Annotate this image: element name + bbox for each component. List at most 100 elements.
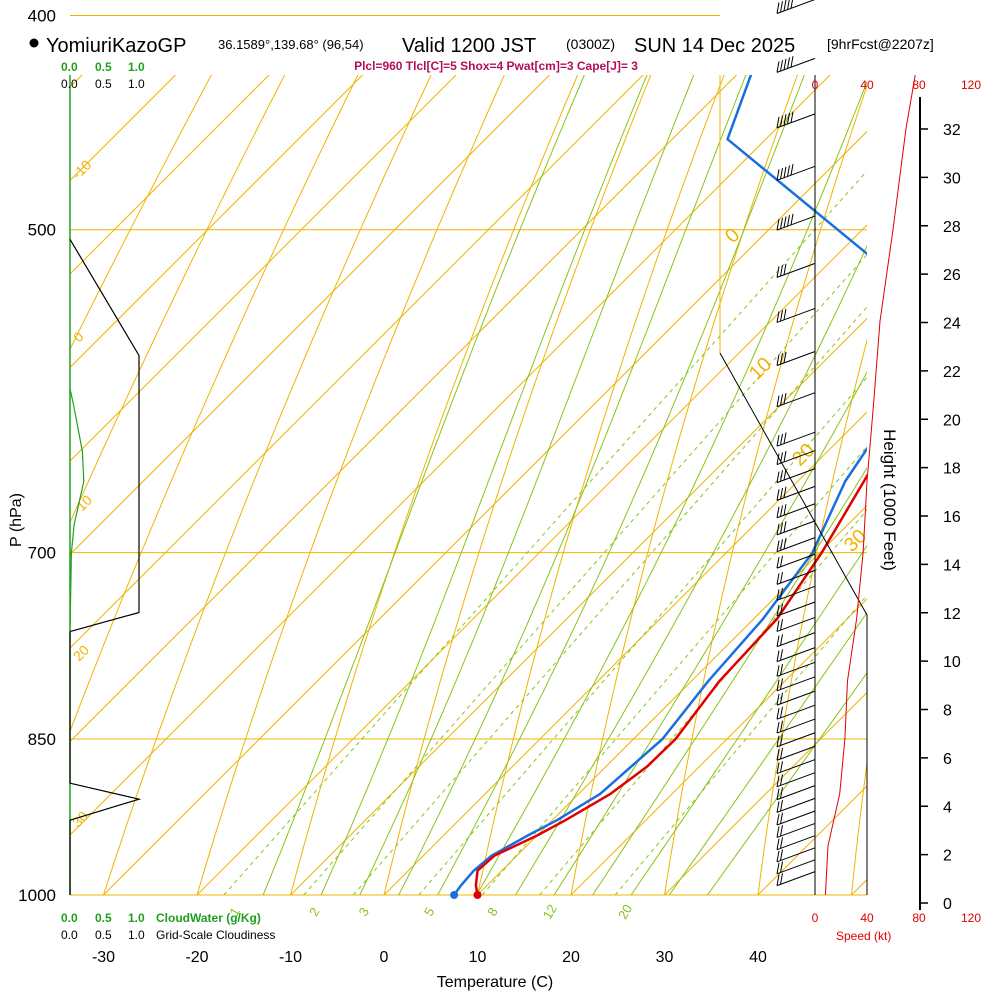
wind-barb-staff <box>776 165 816 181</box>
height-tick-label: 8 <box>943 703 952 720</box>
x-axis-title: Temperature (C) <box>437 974 553 991</box>
isotherm-line <box>290 317 867 895</box>
wind-barb-staff <box>776 759 816 775</box>
wind-barb-staff <box>776 113 816 129</box>
wind-barb-flag <box>783 432 787 444</box>
wind-barb-flag <box>780 837 783 849</box>
wind-barb-flag <box>780 825 783 837</box>
dry-adiabat-line <box>663 84 867 895</box>
wind-barb-flag <box>780 433 783 445</box>
isotherm-line <box>70 75 270 275</box>
wind-barb-flag <box>776 604 780 617</box>
barb-panel-outline <box>719 352 868 895</box>
speed-bottom-tick-1: 40 <box>860 911 874 925</box>
mixing-ratio-label: 12 <box>540 902 560 922</box>
height-tick-label: 22 <box>943 364 961 381</box>
wind-barb-flag <box>787 0 790 10</box>
speed-bottom-tick-0: 0 <box>812 911 819 925</box>
wind-barb-flag <box>783 0 787 11</box>
wind-barb-staff <box>776 0 816 14</box>
isotherm-line <box>851 878 867 895</box>
height-tick-label: 28 <box>943 219 961 236</box>
speed-axis-label: Speed (kt) <box>836 929 891 943</box>
cloudwater-axis-label: CloudWater (g/Kg) <box>156 911 261 925</box>
height-tick-label: 2 <box>943 848 952 865</box>
wind-barb-flag <box>790 0 794 9</box>
wind-barb-flag <box>776 788 780 800</box>
wind-barb-flag <box>780 539 783 551</box>
wind-barb-flag <box>776 471 780 483</box>
wind-barb-flag <box>776 826 780 838</box>
valid-date: SUN 14 Dec 2025 <box>634 35 795 57</box>
cloudiness-profile <box>69 238 142 895</box>
temperature-tick-label: 0 <box>380 949 389 966</box>
cloud-water-profile <box>69 388 85 632</box>
dry-adiabat-labels: -1001020300102030 <box>69 156 871 830</box>
dry-adiabat-label: 0 <box>70 328 87 345</box>
y-axis-title: P (hPa) <box>8 493 25 547</box>
wind-barb-staff <box>776 468 816 484</box>
height-tick-label: 32 <box>943 122 961 139</box>
surface-markers <box>450 891 482 899</box>
wind-barb-flag <box>783 216 787 228</box>
wind-barb-staff <box>776 704 816 720</box>
wind-barb-staff <box>776 632 816 648</box>
mixing-ratio-line <box>481 445 867 895</box>
pressure-axis-ticks: 2503004005007008501000 <box>18 7 56 905</box>
dry-adiabat-line <box>70 75 359 733</box>
speed-top-tick-3: 120 <box>961 78 981 92</box>
wind-barb-flag <box>790 111 794 123</box>
wind-barb-flag <box>780 849 783 861</box>
wind-barb-flag <box>780 353 783 365</box>
height-tick-label: 24 <box>943 316 961 333</box>
mixing-ratio-line <box>539 509 867 895</box>
wind-barb-flag <box>783 351 787 363</box>
moist-adiabat-lines <box>262 75 867 895</box>
height-tick-label: 12 <box>943 606 961 623</box>
wind-barb-flag <box>776 735 780 747</box>
mixing-ratio-labels: 1 2 3 5 8 12 20 <box>226 902 635 922</box>
wind-barb-flag <box>780 522 783 534</box>
wind-barb-flag <box>780 470 783 482</box>
temperature-tick-label: 10 <box>469 949 487 966</box>
valid-zulu: (0300Z) <box>566 36 615 52</box>
wind-barb-flag <box>776 116 780 128</box>
isotherm-line <box>70 75 177 182</box>
surface-temperature-dot <box>473 891 482 899</box>
cloud-bottom-tick-0: 0.0 <box>61 911 78 925</box>
wind-barb-staff <box>776 431 816 447</box>
wind-barb-flag <box>780 649 783 661</box>
wind-barb-flag <box>783 114 787 126</box>
wind-barb-flag <box>787 57 790 69</box>
wind-barb-flag <box>780 217 783 229</box>
wind-barb-flag <box>776 266 780 278</box>
wind-barb-flag <box>780 487 783 500</box>
wind-barb-staff <box>776 718 816 734</box>
dry-adiabat-lines <box>70 75 867 895</box>
moist-adiabat-line <box>398 75 747 895</box>
wind-barb-staff <box>776 859 816 875</box>
isotherm-line <box>477 504 867 895</box>
wind-barb-flag <box>780 571 783 584</box>
wind-barb-flag <box>776 838 780 850</box>
wind-barb-staff <box>776 676 816 692</box>
wind-barb-flag <box>780 678 783 690</box>
wind-barb-flag <box>780 603 783 615</box>
station-name: YomiuriKazoGP <box>46 35 186 57</box>
wind-barb-flag <box>780 787 783 799</box>
isotherm-lines <box>70 75 867 895</box>
isotherm-line <box>70 75 457 462</box>
wind-barb-flag <box>776 395 780 407</box>
isotherm-line <box>570 598 867 895</box>
moist-adiabat-line <box>553 371 867 895</box>
wind-barb-flag <box>783 166 787 178</box>
moist-adiabat-line <box>668 611 867 895</box>
dry-adiabat-line <box>850 759 867 895</box>
dry-adiabat-label: 10 <box>745 353 776 384</box>
wind-barb-flag <box>776 862 780 874</box>
height-tick-label: 14 <box>943 557 961 574</box>
height-tick-label: 10 <box>943 654 961 671</box>
wind-barb-flag <box>776 169 780 181</box>
wind-barb-staff <box>776 57 816 73</box>
